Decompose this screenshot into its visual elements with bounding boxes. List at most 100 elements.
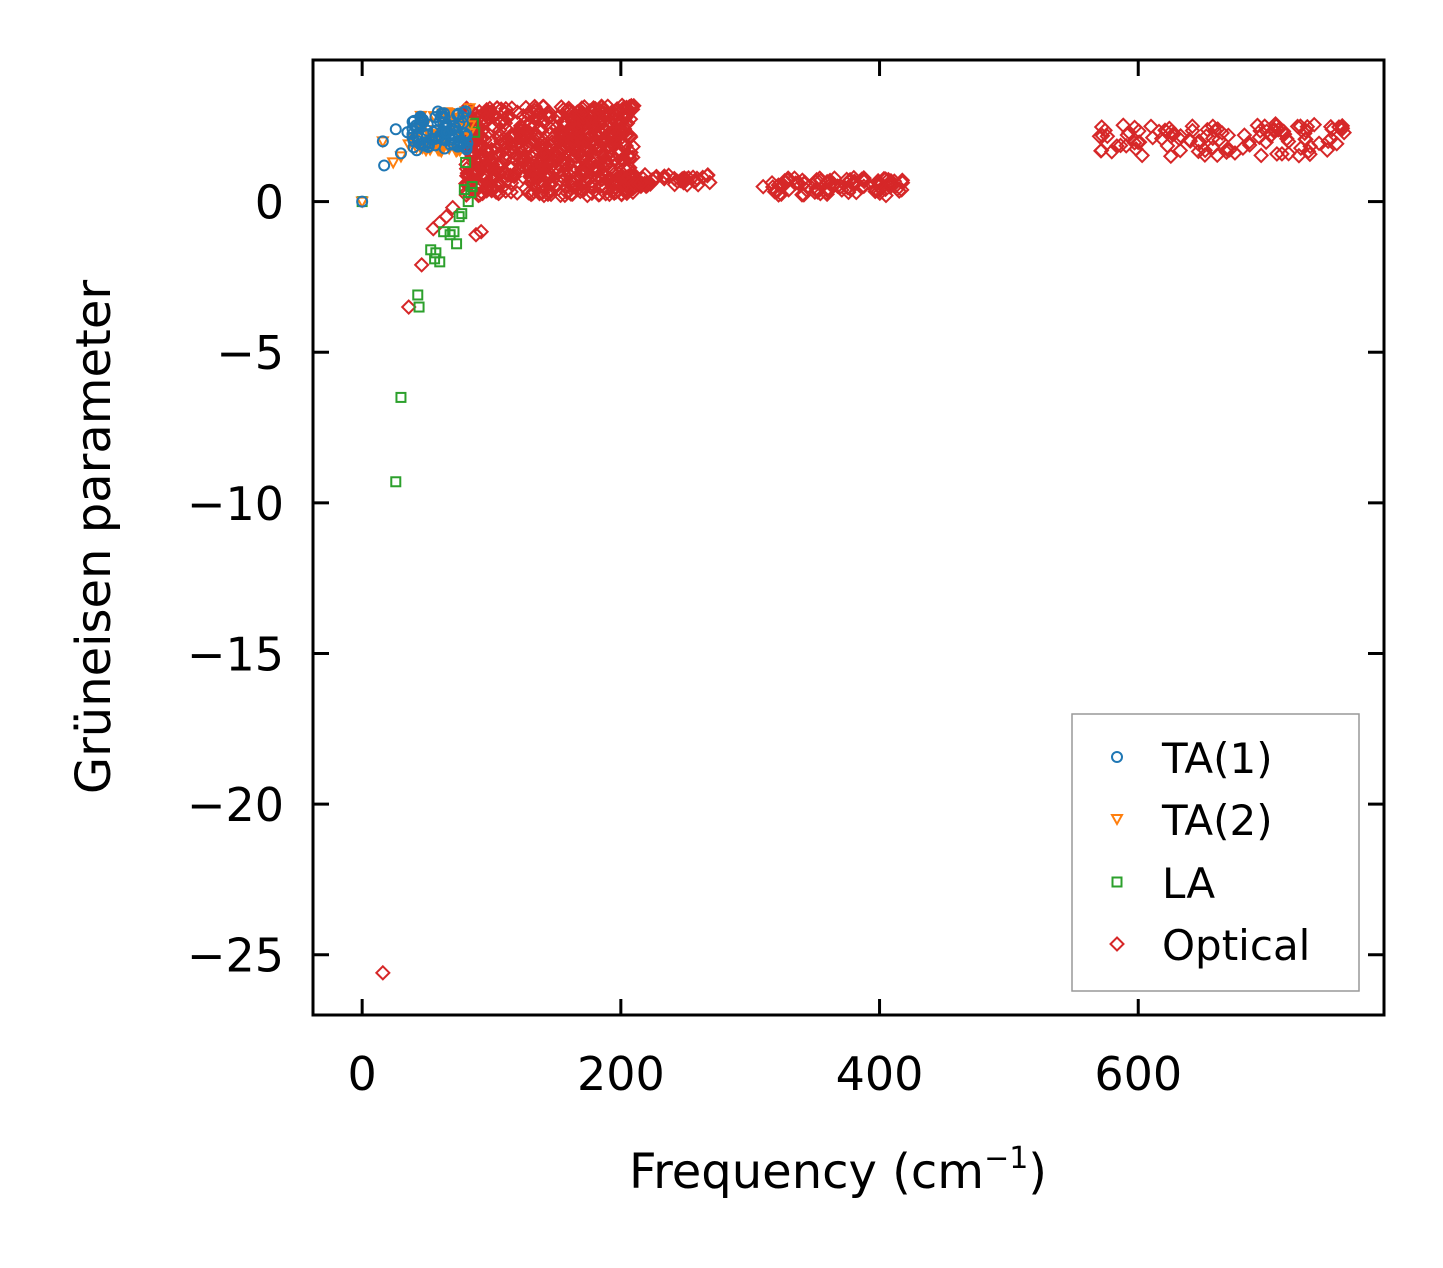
data-point [1280,145,1297,162]
data-point [1093,142,1110,159]
data-point [819,186,836,203]
y-tick-label: −5 [216,326,284,380]
x-tick-label: 200 [577,1047,665,1101]
data-point [1235,140,1251,157]
data-point [453,117,466,130]
legend-marker-optical [1109,936,1125,952]
data-point [491,177,508,194]
data-point [583,127,600,144]
data-point [421,124,434,137]
data-point [576,166,593,183]
data-point [539,105,556,122]
data-point [557,150,574,167]
data-point [534,184,551,201]
data-point [552,187,569,204]
y-tick-label: −10 [187,477,284,531]
data-point [1126,119,1143,136]
data-point [561,137,578,153]
data-point [577,162,593,179]
plot-frame [311,58,1386,1017]
data-point [619,171,636,188]
data-point [471,103,488,120]
data-point [604,104,620,120]
data-point [613,152,630,168]
data-point [770,186,787,203]
data-point [524,149,540,166]
data-point [453,211,465,223]
data-point [458,184,470,196]
legend-marker-ta-2- [1110,814,1124,827]
legend: TA(1) TA(2) LA Optical [1071,713,1360,992]
data-point [1162,148,1179,165]
y-tick-label: 0 [255,176,284,230]
data-point [679,176,696,193]
data-point [513,128,530,145]
y-axis-label: Grüneisen parameter [66,280,122,795]
data-point [699,167,716,184]
data-point [1323,130,1340,147]
data-point [448,226,460,238]
legend-marker-la [1111,876,1123,888]
data-point [656,168,673,185]
data-point [457,111,470,124]
data-point [498,172,515,189]
data-point [456,208,468,220]
data-point [438,208,455,225]
data-point [1164,126,1181,143]
data-point [415,113,428,126]
data-point [823,175,840,192]
data-point [427,126,440,139]
legend-label-ta1: TA(1) [1161,734,1273,783]
data-point [1278,130,1295,147]
data-point [1218,144,1235,161]
data-point [594,170,610,187]
legend-markers [1109,751,1125,952]
data-point [491,184,508,201]
data-point [551,163,568,180]
data-point [446,123,459,136]
data-point [1134,147,1151,164]
data-point [413,256,430,273]
legend-marker-ta-1- [1111,751,1123,763]
data-point [773,186,790,203]
data-point [557,161,574,177]
data-point [1204,139,1221,156]
data-point [556,187,573,204]
data-point [1197,142,1214,159]
data-point [1274,145,1290,162]
data-point [541,182,557,199]
data-point [1159,137,1176,154]
data-point [638,178,655,195]
data-point [422,139,435,152]
data-point [622,111,639,128]
data-point [522,169,539,185]
data-point [554,152,571,168]
data-point [595,149,612,166]
data-point [1319,142,1336,158]
data-point [438,226,450,238]
data-point [465,187,477,199]
data-point [593,98,610,115]
data-point [459,105,472,118]
data-point [796,175,813,192]
data-point [1322,118,1339,135]
data-point [551,133,568,150]
data-point [564,132,581,149]
data-point [808,171,825,188]
data-point [625,97,642,114]
data-point [607,121,624,138]
data-point [544,130,561,147]
data-point [400,299,417,315]
data-point [374,964,391,981]
data-point [622,127,638,144]
data-point [775,177,792,194]
data-point [1253,147,1270,164]
x-tick-label: 400 [836,1047,924,1101]
data-point [376,135,389,148]
data-point [480,158,497,175]
data-point [826,170,843,187]
data-point [481,100,498,117]
data-point [601,186,618,203]
data-point [515,151,532,167]
